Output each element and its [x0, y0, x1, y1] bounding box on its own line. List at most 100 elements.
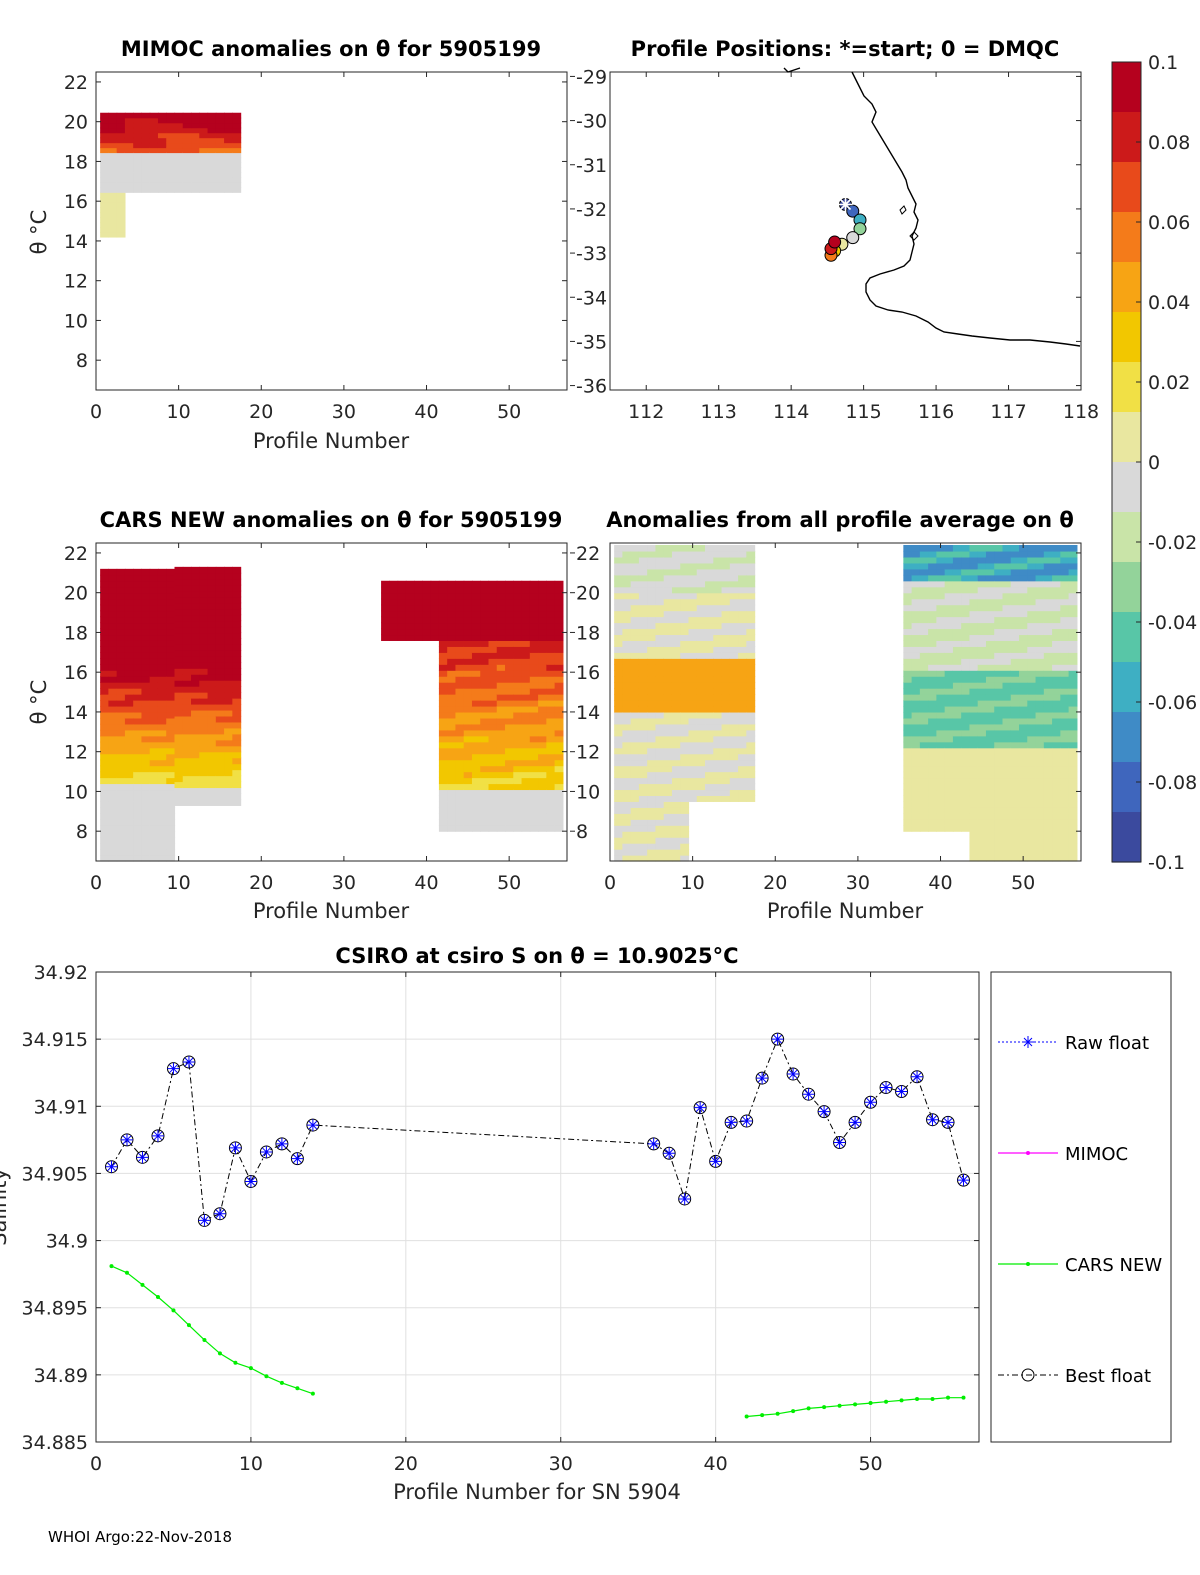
heatmap-cell: [538, 825, 547, 832]
heatmap-cell: [1027, 700, 1037, 707]
heatmap-cell: [671, 819, 681, 826]
heatmap-cell: [936, 586, 946, 594]
heatmap-cell: [554, 759, 564, 767]
heatmap-cell: [1027, 664, 1037, 671]
heatmap-cell: [721, 717, 731, 725]
heatmap-cell: [936, 568, 946, 576]
heatmap-cell: [215, 674, 225, 681]
heatmap-cell: [224, 632, 233, 639]
heatmap-cell: [124, 759, 134, 767]
heatmap-cell: [166, 592, 176, 600]
heatmap-cell: [463, 813, 473, 820]
mimoc-xlabel: Profile Number: [253, 429, 410, 453]
heatmap-cell: [977, 807, 987, 814]
heatmap-cell: [149, 688, 159, 695]
heatmap-cell: [936, 562, 946, 570]
salinity-panel: CSIRO at csiro S on θ = 10.9025°C 0 10 20 3…: [0, 944, 1172, 1504]
heatmap-cell: [647, 813, 657, 820]
heatmap-cell: [961, 801, 971, 808]
heatmap-cell: [1002, 556, 1012, 564]
heatmap-cell: [538, 795, 547, 802]
heatmap-cell: [952, 771, 962, 779]
heatmap-cell: [546, 771, 556, 779]
heatmap-cell: [911, 825, 921, 832]
heatmap-cell: [232, 674, 242, 681]
heatmap-cell: [141, 604, 151, 612]
heatmap-cell: [1019, 634, 1028, 641]
heatmap-cell: [1043, 825, 1053, 832]
heatmap-cell: [977, 640, 987, 647]
heatmap-cell: [488, 795, 498, 802]
heatmap-cell: [1060, 807, 1070, 814]
heatmap-cell: [224, 763, 233, 771]
heatmap-cell: [655, 676, 665, 683]
heatmap-cell: [1010, 640, 1020, 647]
heatmap-cell: [166, 112, 176, 119]
heatmap-cell: [1027, 676, 1037, 683]
heatmap-cell: [554, 682, 564, 689]
heatmap-cell: [488, 825, 498, 832]
heatmap-cell: [671, 747, 681, 755]
heatmap-cell: [215, 709, 225, 717]
heatmap-cell: [746, 568, 756, 576]
heatmap-cell: [505, 723, 514, 731]
heatmap-cell: [232, 167, 242, 173]
heatmap-cell: [174, 566, 184, 574]
heatmap-cell: [928, 652, 937, 659]
heatmap-cell: [911, 777, 921, 785]
heatmap-cell: [663, 789, 673, 797]
heatmap-cell: [166, 152, 176, 159]
heatmap-cell: [977, 849, 987, 856]
heatmap-cell: [638, 747, 648, 755]
heatmap-cell: [141, 157, 151, 164]
heatmap-cell: [622, 622, 632, 630]
heatmap-cell: [944, 825, 954, 832]
heatmap-cell: [622, 837, 632, 844]
heatmap-cell: [133, 162, 143, 168]
heatmap-cell: [100, 616, 109, 624]
heatmap-cell: [647, 568, 657, 576]
colorbar-tick-label: 0.02: [1148, 372, 1190, 394]
heatmap-cell: [1052, 789, 1061, 797]
heatmap-cell: [647, 753, 657, 761]
heatmap-cell: [480, 825, 490, 832]
heatmap-cell: [680, 628, 690, 636]
heatmap-cell: [1002, 688, 1012, 695]
heatmap-cell: [513, 717, 523, 725]
heatmap-cell: [1052, 759, 1061, 767]
heatmap-cell: [969, 652, 979, 659]
heatmap-cell: [455, 610, 465, 618]
heatmap-cell: [513, 670, 523, 677]
heatmap-cell: [1027, 819, 1037, 826]
heatmap-cell: [936, 646, 946, 653]
heatmap-cell: [688, 658, 698, 665]
heatmap-cell: [174, 572, 184, 580]
heatmap-cell: [480, 646, 490, 653]
heatmap-cell: [513, 819, 523, 826]
heatmap-cell: [655, 556, 665, 564]
best-float-line: [111, 1037, 964, 1222]
heatmap-cell: [116, 837, 126, 844]
heatmap-cell: [952, 556, 962, 564]
heatmap-cell: [705, 598, 714, 606]
heatmap-cell: [1052, 729, 1061, 737]
heatmap-cell: [952, 723, 962, 731]
heatmap-cell: [1002, 616, 1012, 624]
heatmap-cell: [157, 694, 167, 701]
heatmap-cell: [638, 711, 648, 719]
heatmap-cell: [622, 568, 632, 576]
heatmap-cell: [149, 813, 159, 820]
heatmap-cell: [655, 711, 665, 719]
heatmap-cell: [447, 759, 457, 767]
heatmap-cell: [969, 682, 979, 689]
heatmap-cell: [455, 717, 465, 725]
heatmap-cell: [1068, 705, 1078, 713]
heatmap-cell: [100, 789, 109, 797]
heatmap-cell: [671, 801, 681, 808]
heatmap-cell: [705, 544, 714, 552]
heatmap-cell: [1002, 783, 1012, 791]
heatmap-cell: [430, 616, 440, 624]
heatmap-cell: [480, 640, 490, 647]
heatmap-cell: [116, 831, 126, 838]
heatmap-cell: [985, 729, 995, 737]
